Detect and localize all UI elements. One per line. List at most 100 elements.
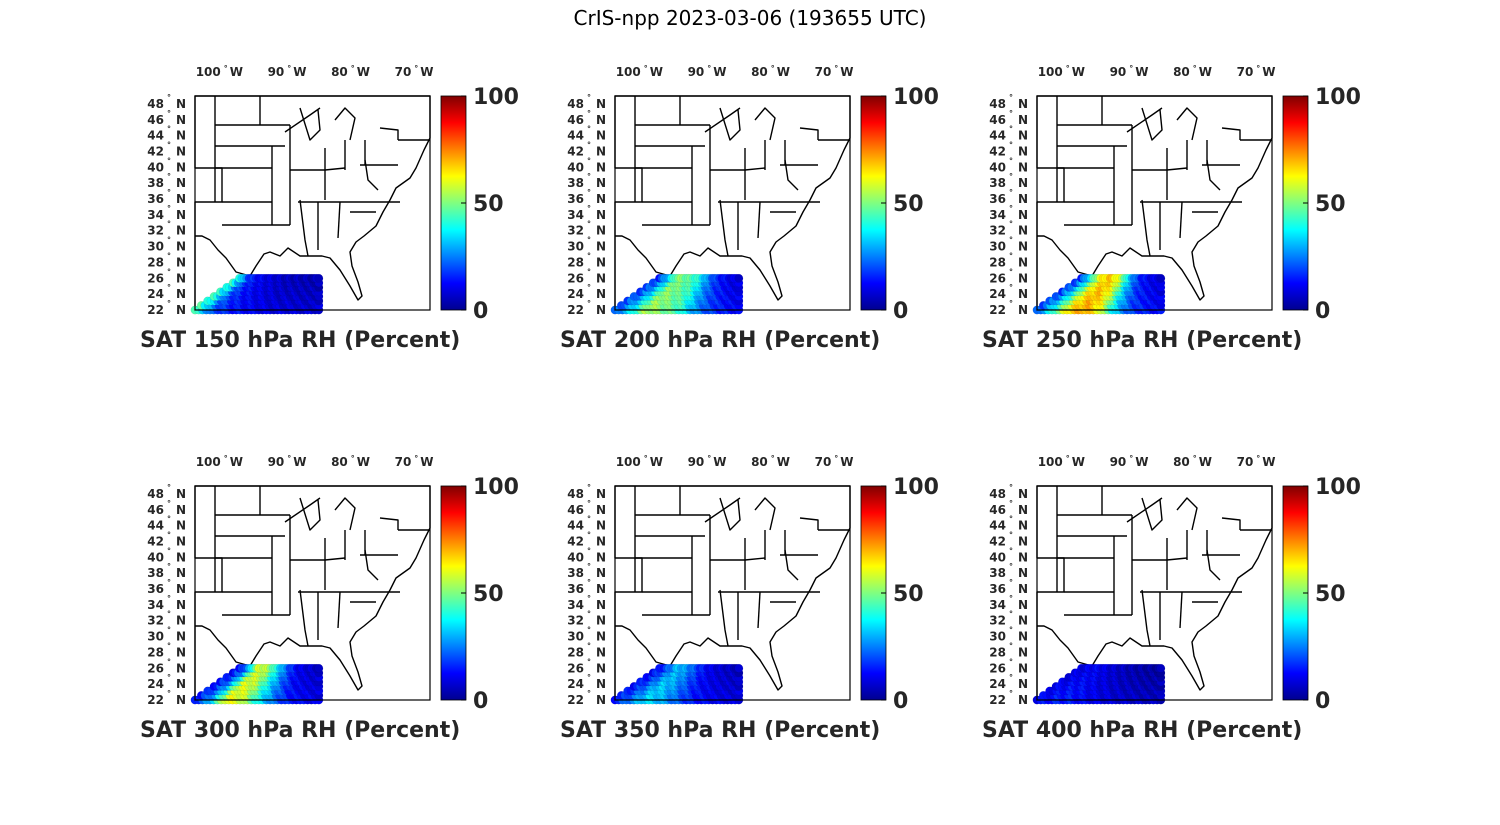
lon-hemisphere: W	[1199, 455, 1212, 469]
lat-tick-value: 26	[147, 271, 164, 285]
degree-symbol: °	[167, 689, 171, 698]
degree-symbol: °	[167, 236, 171, 245]
lat-hemisphere: N	[1018, 677, 1028, 691]
degree-symbol: °	[587, 483, 591, 492]
lat-hemisphere: N	[176, 160, 186, 174]
lat-hemisphere: N	[176, 208, 186, 222]
lat-tick-value: 30	[147, 240, 164, 254]
degree-symbol: °	[167, 140, 171, 149]
lon-tick-label: 80 ° W	[751, 454, 790, 469]
lat-tick-value: 24	[989, 677, 1006, 691]
map-boundary-line	[334, 497, 356, 531]
lat-tick-value: 34	[147, 208, 164, 222]
lat-tick-label: 32 ° N	[147, 220, 186, 238]
lat-hemisphere: N	[1018, 176, 1028, 190]
lat-tick-value: 46	[147, 503, 164, 517]
map-boundary-line	[710, 557, 766, 561]
degree-symbol: °	[167, 251, 171, 260]
degree-symbol: °	[587, 251, 591, 260]
lat-tick-label: 30 ° N	[567, 626, 606, 644]
figure-title: CrIS-npp 2023-03-06 (193655 UTC)	[573, 6, 927, 30]
lat-hemisphere: N	[1018, 693, 1028, 707]
map-boundary-line	[337, 201, 341, 239]
degree-symbol: °	[1009, 267, 1013, 276]
lat-hemisphere: N	[176, 582, 186, 596]
degree-symbol: °	[1009, 515, 1013, 524]
lat-tick-label: 26 ° N	[989, 267, 1028, 285]
lat-hemisphere: N	[596, 534, 606, 548]
lat-tick-label: 32 ° N	[147, 610, 186, 628]
lat-hemisphere: N	[596, 303, 606, 317]
lat-tick-label: 46 ° N	[989, 109, 1028, 127]
lat-tick-value: 46	[989, 503, 1006, 517]
lat-hemisphere: N	[176, 255, 186, 269]
lon-tick-value: 70	[1237, 65, 1254, 79]
map-boundary-line	[1176, 107, 1198, 141]
lat-tick-label: 38 ° N	[567, 562, 606, 580]
degree-symbol: °	[587, 93, 591, 102]
degree-symbol: °	[587, 673, 591, 682]
degree-symbol: °	[414, 64, 418, 73]
lat-hemisphere: N	[176, 661, 186, 675]
lat-hemisphere: N	[176, 487, 186, 501]
map-boundary-line	[379, 127, 399, 140]
lat-tick-label: 42 ° N	[147, 140, 186, 158]
lon-hemisphere: W	[1072, 65, 1085, 79]
lon-tick-label: 80 ° W	[751, 64, 790, 79]
map-boundary-line	[1126, 497, 1163, 523]
map-boundary-line	[1126, 107, 1163, 133]
data-point	[1156, 663, 1166, 673]
lon-tick-label: 70 ° W	[1237, 64, 1276, 79]
lat-hemisphere: N	[176, 566, 186, 580]
map-boundary-line	[719, 199, 729, 257]
lon-hemisphere: W	[1135, 65, 1148, 79]
lon-hemisphere: W	[357, 65, 370, 79]
lat-tick-value: 46	[989, 113, 1006, 127]
colorbar-tick-label: 0	[893, 689, 908, 714]
degree-symbol: °	[224, 64, 228, 73]
lon-tick-label: 70 ° W	[815, 454, 854, 469]
lat-tick-value: 38	[989, 176, 1006, 190]
lat-hemisphere: N	[1018, 614, 1028, 628]
lat-tick-label: 34 ° N	[989, 204, 1028, 222]
lat-hemisphere: N	[176, 240, 186, 254]
degree-symbol: °	[1009, 251, 1013, 260]
lat-tick-value: 32	[567, 614, 584, 628]
lat-tick-label: 38 ° N	[989, 562, 1028, 580]
lat-hemisphere: N	[1018, 503, 1028, 517]
lat-tick-value: 42	[567, 534, 584, 548]
degree-symbol: °	[1009, 204, 1013, 213]
lon-hemisphere: W	[1262, 65, 1275, 79]
colorbar-tick-label: 0	[1315, 299, 1330, 324]
lat-tick-value: 28	[567, 255, 584, 269]
lon-tick-label: 90 ° W	[1110, 64, 1149, 79]
lat-tick-label: 32 ° N	[567, 220, 606, 238]
map-boundary-line	[719, 107, 741, 141]
degree-symbol: °	[587, 641, 591, 650]
lat-tick-label: 28 ° N	[147, 641, 186, 659]
degree-symbol: °	[1009, 657, 1013, 666]
lat-tick-label: 48 ° N	[567, 483, 606, 501]
degree-symbol: °	[1009, 220, 1013, 229]
lon-tick-label: 100 ° W	[1038, 64, 1085, 79]
lat-hemisphere: N	[176, 645, 186, 659]
lat-hemisphere: N	[176, 224, 186, 238]
lat-hemisphere: N	[596, 550, 606, 564]
lat-tick-label: 26 ° N	[147, 267, 186, 285]
lat-hemisphere: N	[176, 693, 186, 707]
map-boundary-line	[1141, 589, 1151, 647]
lon-hemisphere: W	[1072, 455, 1085, 469]
degree-symbol: °	[587, 499, 591, 508]
colorbar-tick-label: 0	[473, 299, 488, 324]
lat-hemisphere: N	[596, 519, 606, 533]
degree-symbol: °	[1009, 546, 1013, 555]
degree-symbol: °	[771, 64, 775, 73]
lat-hemisphere: N	[176, 534, 186, 548]
lat-tick-value: 48	[567, 97, 584, 111]
lat-tick-label: 32 ° N	[989, 220, 1028, 238]
lat-tick-label: 36 ° N	[147, 188, 186, 206]
map-boundary-line	[1221, 127, 1241, 140]
panel-400hpa: 100 ° W 90 ° W 80 ° W 70 ° W 48 ° N 46 ° N 44 ° N 42 ° N 40 ° N 38 °…	[982, 450, 1402, 750]
lat-tick-label: 38 ° N	[989, 172, 1028, 190]
map-boundary-line	[1132, 167, 1188, 171]
